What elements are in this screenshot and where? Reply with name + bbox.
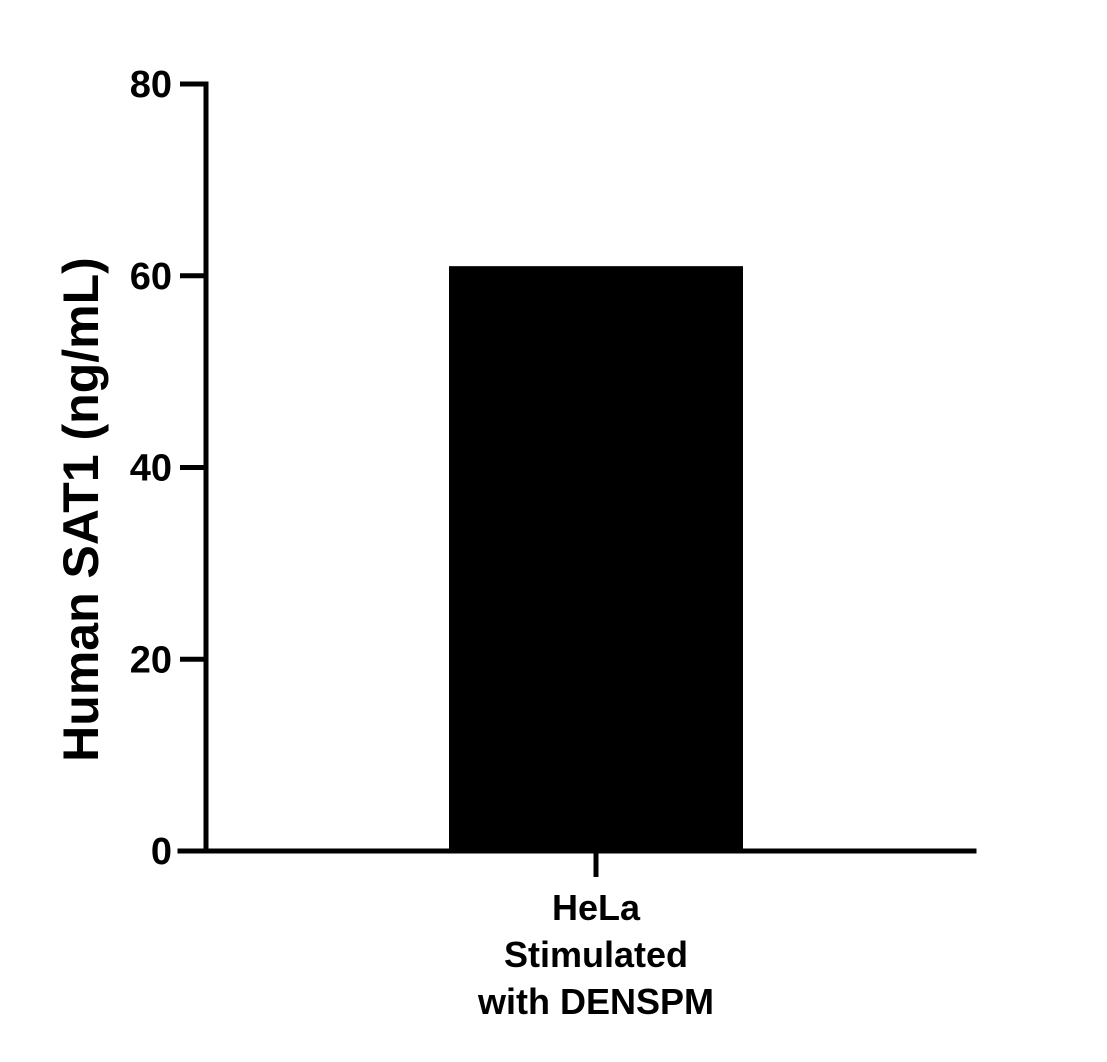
y-ticks: 0 20 40 60 80 — [130, 64, 206, 873]
y-tick-label: 0 — [151, 831, 172, 873]
y-tick-label: 80 — [130, 64, 172, 106]
y-axis-title: Human SAT1 (ng/mL) — [53, 257, 109, 762]
y-tick-label: 20 — [130, 639, 172, 681]
y-tick-label: 60 — [130, 256, 172, 298]
x-category-label-line: with DENSPM — [477, 981, 714, 1022]
x-category-label: HeLa Stimulated with DENSPM — [477, 887, 714, 1022]
x-ticks: HeLa Stimulated with DENSPM — [477, 851, 714, 1022]
x-category-label-line: HeLa — [552, 887, 641, 928]
x-category-label-line: Stimulated — [504, 934, 688, 975]
bars-layer — [449, 266, 743, 852]
bar — [449, 266, 743, 852]
y-tick-label: 40 — [130, 448, 172, 490]
